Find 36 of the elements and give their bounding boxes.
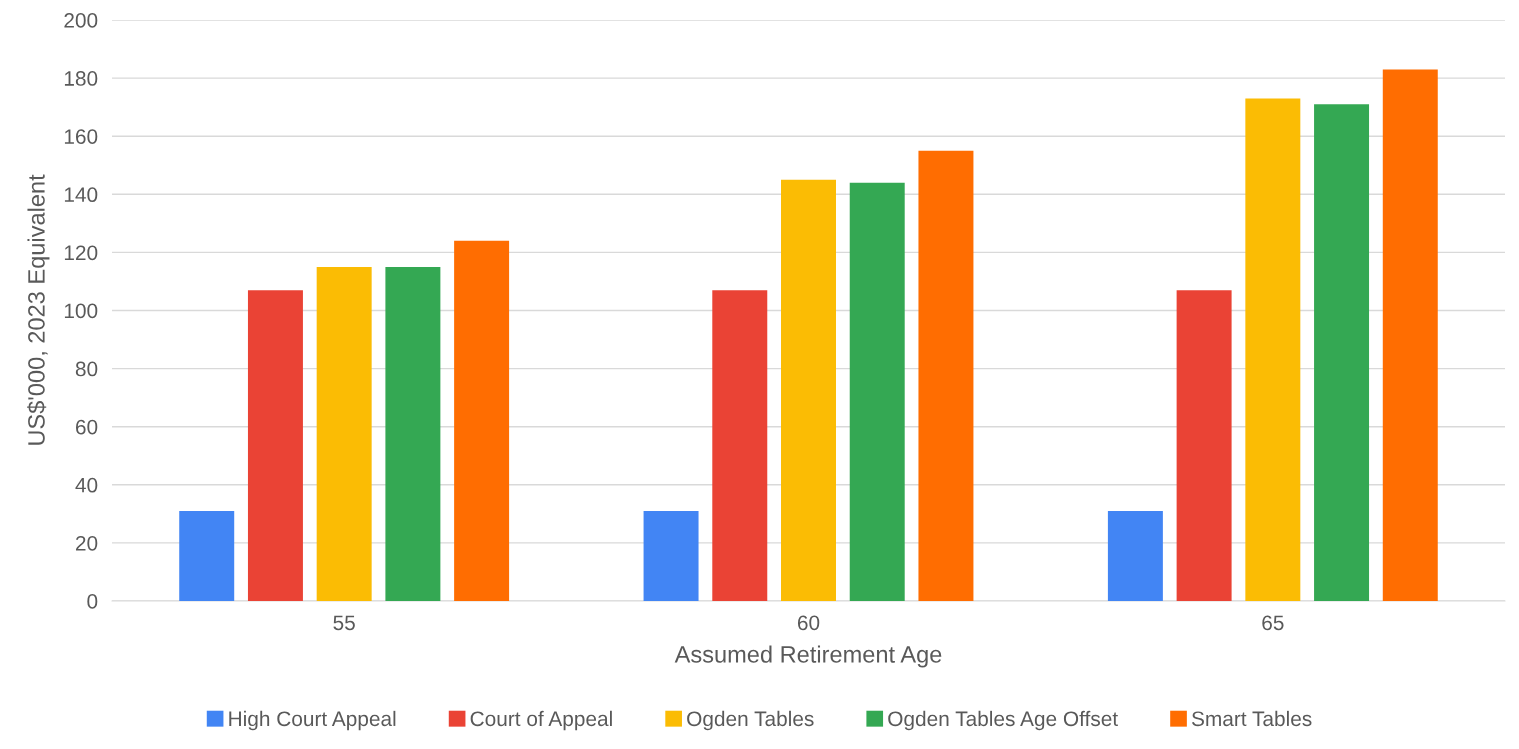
y-tick-label: 20	[75, 535, 98, 551]
bar	[1382, 69, 1438, 601]
y-tick-label: 80	[75, 361, 98, 377]
y-tick-label: 120	[64, 245, 98, 261]
y-tick-label: 60	[76, 419, 98, 435]
y-tick-label: 40	[75, 477, 98, 493]
bar	[643, 510, 699, 601]
bar	[179, 510, 235, 601]
bar	[712, 290, 768, 601]
bar	[1176, 290, 1232, 601]
y-tick-label: 160	[64, 129, 98, 144]
y-tick-label: 200	[64, 13, 98, 28]
legend-label: Ogden Tables	[687, 710, 814, 731]
legend-label: Smart Tables	[1191, 710, 1312, 727]
bar	[1245, 98, 1301, 601]
bar	[1314, 104, 1370, 601]
bar	[247, 290, 303, 601]
x-tick-label: 60	[797, 615, 820, 631]
bar	[918, 150, 974, 601]
legend-label: High Court Appeal	[229, 710, 396, 731]
y-tick-label: 180	[64, 71, 98, 86]
bar	[781, 179, 836, 601]
y-tick-label: 100	[64, 303, 98, 319]
x-tick-label: 55	[333, 615, 355, 631]
bar	[454, 240, 510, 601]
x-tick-label: 65	[1262, 615, 1284, 631]
legend-label: Court of Appeal	[470, 710, 612, 731]
y-tick-label: 0	[87, 594, 98, 609]
bar	[849, 182, 905, 601]
legend-label: Ogden Tables Age Offset	[888, 710, 1118, 731]
y-axis-title: US$'000, 2023 Equivalent	[27, 174, 50, 445]
y-tick-label: 140	[64, 187, 98, 203]
bar	[316, 266, 372, 601]
bar	[1107, 510, 1163, 601]
bar	[385, 266, 441, 601]
x-axis-title: Assumed Retirement Age	[674, 645, 942, 668]
